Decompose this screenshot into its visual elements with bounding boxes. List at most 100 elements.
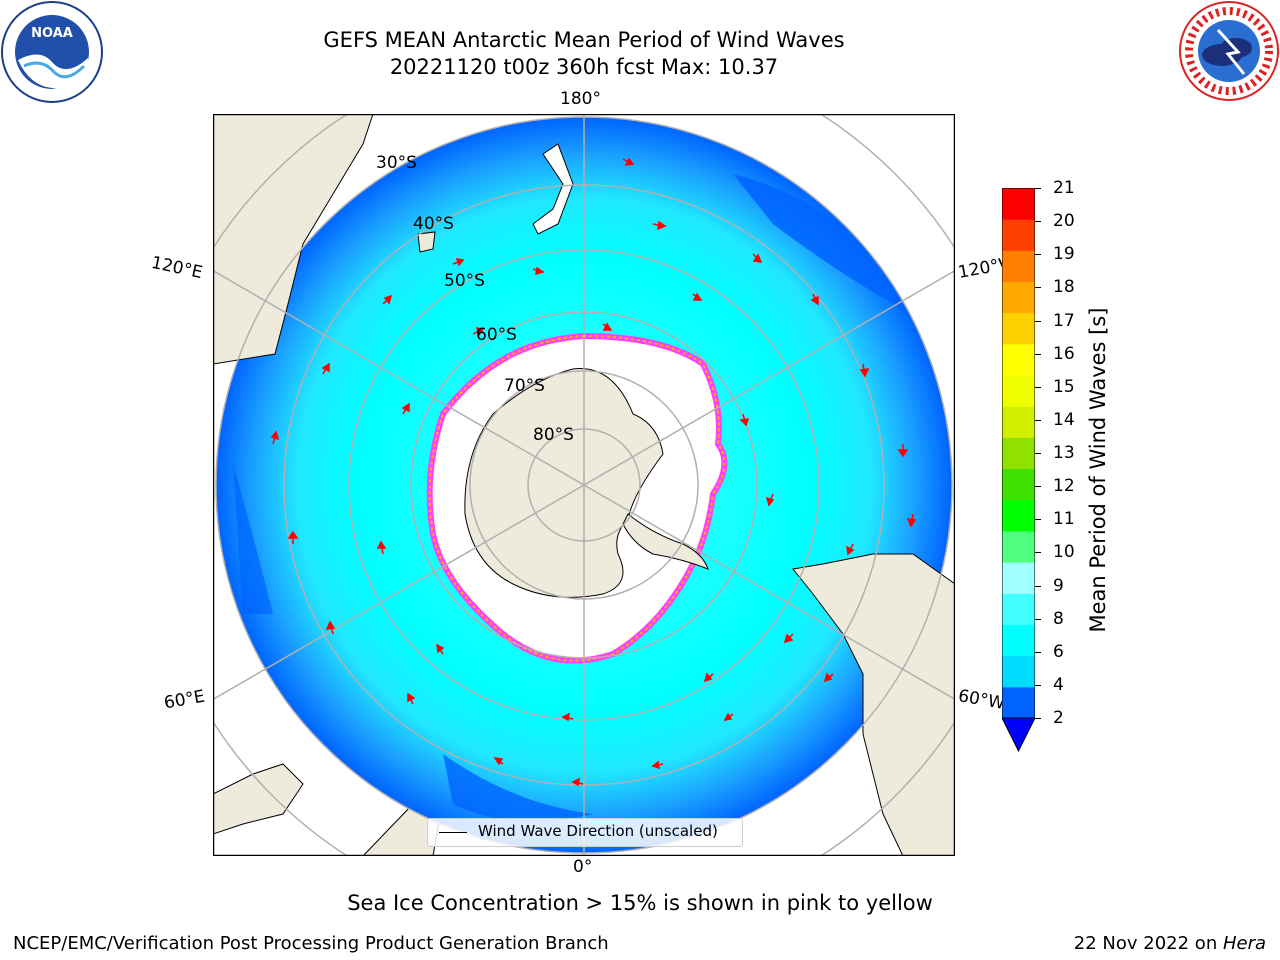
colorbar-tick-label: 16: [1053, 343, 1075, 364]
colorbar-tick-label: 21: [1053, 178, 1075, 198]
colorbar-segment: [1002, 250, 1035, 283]
colorbar-tick-label: 15: [1053, 376, 1075, 397]
wind-arrow: [321, 362, 330, 375]
colorbar-tick-mark: [1035, 254, 1041, 256]
noaa-logo: NOAA: [1, 1, 103, 103]
wind-arrow: [823, 672, 834, 683]
wind-arrow: [561, 712, 574, 722]
colorbar-segment: [1002, 437, 1035, 470]
colorbar-tick-label: 6: [1053, 641, 1064, 662]
wind-arrow: [897, 444, 909, 458]
wind-arrow: [703, 672, 714, 683]
colorbar-segment: [1002, 312, 1035, 345]
colorbar-label: Mean Period of Wind Waves [s]: [1086, 307, 1110, 633]
wind-arrow: [859, 363, 870, 378]
colorbar-segment: [1002, 468, 1035, 501]
colorbar-extend-triangle: [1002, 717, 1035, 753]
tasmania-land: [417, 231, 436, 253]
wind-arrow: [472, 327, 485, 337]
colorbar-segment: [1002, 281, 1035, 314]
noaa-logo-text: NOAA: [31, 26, 73, 41]
colorbar-segment: [1002, 499, 1035, 532]
wind-arrow: [692, 292, 703, 301]
colorbar-tick-mark: [1035, 419, 1041, 421]
colorbar-tick-mark: [1035, 386, 1041, 388]
colorbar-tick-mark: [1035, 453, 1041, 454]
lat-label-70s: 70°S: [504, 376, 545, 396]
antarctic-peninsula: [622, 513, 709, 570]
colorbar-tick-label: 8: [1053, 608, 1064, 629]
lon-label-60e: 60°E: [162, 686, 207, 714]
wind-arrow: [906, 513, 917, 528]
footer-date: 22 Nov 2022 on Hera: [1074, 933, 1266, 954]
nws-logo: [1179, 1, 1279, 101]
colorbar-segment: [1002, 562, 1035, 594]
colorbar-tick-mark: [1035, 585, 1041, 587]
wind-arrow: [810, 293, 819, 306]
footer-host: Hera: [1222, 933, 1266, 954]
colorbar-tick-label: 10: [1053, 542, 1075, 563]
wind-arrow: [783, 633, 794, 644]
colorbar-tick-mark: [1035, 188, 1041, 189]
lon-label-60w: 60°W: [956, 686, 1007, 714]
colorbar-segment: [1002, 188, 1035, 220]
colorbar-tick-mark: [1035, 519, 1041, 521]
lat-label-50s: 50°S: [444, 271, 485, 291]
footer-date-text: 22 Nov 2022 on: [1073, 933, 1223, 954]
colorbar-segment: [1002, 686, 1035, 719]
wind-arrow: [846, 543, 855, 556]
africa-land: [213, 763, 304, 835]
colorbar: [1002, 188, 1035, 753]
colorbar-tick-mark: [1035, 684, 1041, 686]
colorbar-segment: [1002, 219, 1035, 251]
colorbar-tick-label: 18: [1053, 277, 1075, 298]
lat-label-30s: 30°S: [376, 153, 417, 173]
wind-arrow: [752, 253, 763, 263]
colorbar-segment: [1002, 655, 1035, 688]
colorbar-segment: [1002, 375, 1035, 407]
lon-label-180: 180°: [560, 89, 601, 109]
new-zealand-land: [532, 143, 574, 235]
wind-arrow: [651, 760, 664, 770]
colorbar-tick-mark: [1035, 552, 1041, 554]
wind-arrow: [382, 294, 393, 305]
lat-label-60s: 60°S: [476, 325, 517, 345]
wind-arrow: [723, 712, 734, 721]
wind-arrow: [493, 757, 504, 766]
australia-land: [213, 114, 374, 365]
colorbar-tick-label: 4: [1053, 674, 1064, 695]
plot-subtitle: 20221120 t00z 360h fcst Max: 10.37: [389, 55, 779, 79]
wind-arrow: [325, 620, 336, 635]
colorbar-tick-label: 20: [1053, 211, 1075, 232]
wind-arrow: [452, 258, 465, 267]
colorbar-segment: [1002, 530, 1035, 563]
colorbar-tick-mark: [1035, 486, 1041, 488]
colorbar-tick-mark: [1035, 320, 1041, 322]
colorbar-segment: [1002, 593, 1035, 625]
polar-map: [213, 114, 955, 856]
wind-arrow: [571, 777, 584, 787]
colorbar-tick-label: 12: [1053, 476, 1075, 497]
colorbar-tick-label: 17: [1053, 310, 1075, 331]
wind-arrow: [532, 266, 545, 276]
lat-label-80s: 80°S: [533, 425, 574, 445]
colorbar-segment: [1002, 624, 1035, 657]
colorbar-tick-label: 13: [1053, 443, 1075, 463]
legend-line-swatch: [439, 832, 467, 833]
antarctica-land: [464, 368, 664, 598]
map-legend: Wind Wave Direction (unscaled): [427, 818, 743, 847]
colorbar-segment: [1002, 406, 1035, 438]
wind-arrow: [436, 643, 445, 655]
legend-label: Wind Wave Direction (unscaled): [478, 822, 718, 840]
sea-ice-caption: Sea Ice Concentration > 15% is shown in …: [347, 891, 933, 915]
plot-title: GEFS MEAN Antarctic Mean Period of Wind …: [323, 28, 845, 52]
wind-arrow: [270, 430, 280, 445]
wind-arrow: [401, 402, 410, 415]
lat-label-40s: 40°S: [413, 214, 454, 234]
colorbar-tick-label: 9: [1053, 575, 1064, 596]
footer-credit: NCEP/EMC/Verification Post Processing Pr…: [13, 933, 609, 954]
wind-arrow: [765, 493, 775, 507]
wind-arrow: [602, 322, 613, 331]
colorbar-tick-mark: [1035, 353, 1041, 355]
colorbar-segment: [1002, 343, 1035, 376]
